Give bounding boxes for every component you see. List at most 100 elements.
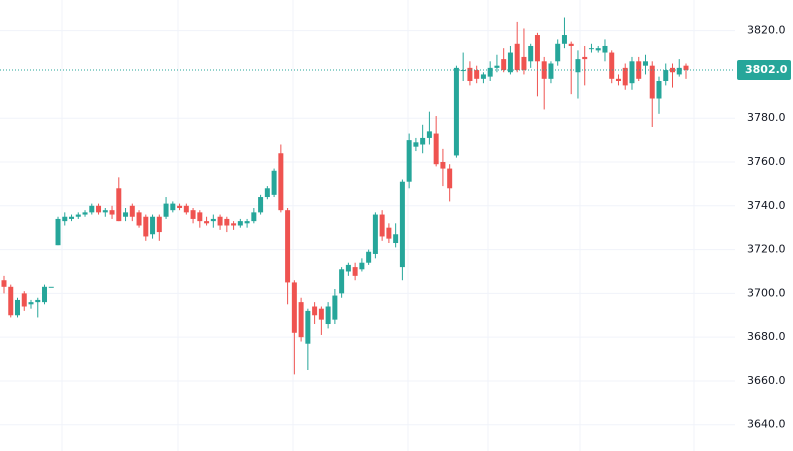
candle-body	[386, 227, 392, 239]
candle-body	[69, 216, 75, 219]
candle-body	[190, 210, 196, 219]
candle-body	[406, 140, 412, 182]
candle-body	[258, 197, 264, 213]
candle-body	[609, 52, 615, 79]
candle-body	[116, 188, 122, 222]
candle-body	[541, 61, 547, 79]
candle-body	[366, 251, 372, 263]
candle-body	[440, 162, 446, 169]
candle-body	[129, 205, 135, 217]
candle-body	[204, 221, 210, 224]
candle-body	[82, 212, 88, 215]
candle-body	[649, 65, 655, 99]
candle-body	[453, 67, 459, 156]
candle-body	[170, 203, 176, 211]
y-tick-label: 3780.0	[747, 111, 786, 124]
candle-body	[676, 67, 682, 75]
candle-body	[291, 282, 297, 333]
candle-body	[399, 181, 405, 268]
candle-body	[561, 35, 567, 44]
candle-body	[143, 216, 149, 237]
candle-body	[237, 221, 243, 226]
candle-body	[312, 306, 318, 316]
candle-body	[521, 56, 527, 71]
candle-body	[48, 286, 54, 288]
y-tick-label: 3720.0	[747, 243, 786, 256]
candle-body	[426, 131, 432, 138]
candle-body	[278, 153, 284, 211]
candle-body	[89, 205, 95, 213]
candle-body	[183, 205, 189, 213]
candle-body	[231, 223, 237, 226]
candle-body	[514, 43, 520, 71]
candle-body	[588, 48, 594, 50]
candle-body	[1, 280, 7, 287]
candle-body	[629, 61, 635, 84]
candle-body	[548, 63, 554, 79]
candle-body	[501, 59, 507, 71]
candle-body	[656, 81, 662, 99]
candle-body	[21, 293, 27, 307]
candle-body	[663, 70, 669, 82]
candle-body	[318, 308, 324, 320]
candle-body	[75, 214, 81, 217]
candle-body	[379, 214, 385, 237]
candle-body	[210, 218, 216, 222]
candle-body	[285, 210, 291, 283]
candle-body	[136, 212, 142, 226]
candle-body	[528, 45, 534, 62]
y-tick-label: 3640.0	[747, 418, 786, 431]
candle-body	[150, 216, 156, 235]
candle-body	[534, 35, 540, 62]
candle-body	[487, 67, 493, 77]
candle-body	[460, 70, 466, 72]
y-tick-label: 3660.0	[747, 374, 786, 387]
candle-body	[555, 43, 561, 62]
candle-body	[345, 264, 351, 272]
time-grid	[61, 0, 695, 451]
candle-body	[332, 295, 338, 320]
candle-body	[109, 210, 115, 215]
candle-body	[447, 168, 453, 189]
y-tick-label: 3700.0	[747, 286, 786, 299]
y-tick-label: 3680.0	[747, 330, 786, 343]
candle-body	[298, 302, 304, 338]
candle-body	[271, 170, 277, 195]
candle-body	[55, 218, 61, 246]
candle-body	[217, 216, 223, 226]
candle-body	[96, 205, 102, 213]
candle-body	[339, 269, 345, 294]
candle-body	[163, 203, 169, 217]
candle-body	[8, 286, 14, 316]
y-tick-label: 3740.0	[747, 199, 786, 212]
candle-body	[433, 133, 439, 165]
candle-body	[28, 302, 34, 305]
candle-body	[480, 74, 486, 79]
candle-body	[35, 299, 41, 303]
y-tick-label: 3760.0	[747, 155, 786, 168]
last-price-label: 3802.0	[745, 63, 788, 76]
candle-body	[615, 78, 621, 82]
candle-body	[413, 142, 419, 147]
candle-body	[123, 212, 129, 217]
candle-body	[393, 234, 399, 244]
candle-body	[197, 212, 203, 222]
candle-body	[62, 216, 68, 222]
last-price-box	[737, 60, 791, 81]
candle-body	[177, 205, 183, 208]
candle-body	[325, 306, 331, 325]
candle-body	[642, 61, 648, 66]
candle-body	[636, 61, 642, 79]
candle-body	[359, 262, 365, 270]
candle-body	[251, 212, 257, 222]
candle-body	[568, 43, 574, 46]
candle-body	[494, 65, 500, 68]
candle-body	[372, 214, 378, 254]
candle-body	[102, 210, 108, 213]
candle-body	[582, 56, 588, 60]
candle-body	[622, 67, 628, 86]
candle-body	[683, 65, 689, 71]
candle-body	[15, 299, 21, 316]
candle-body	[595, 48, 601, 51]
candle-body	[224, 218, 230, 226]
